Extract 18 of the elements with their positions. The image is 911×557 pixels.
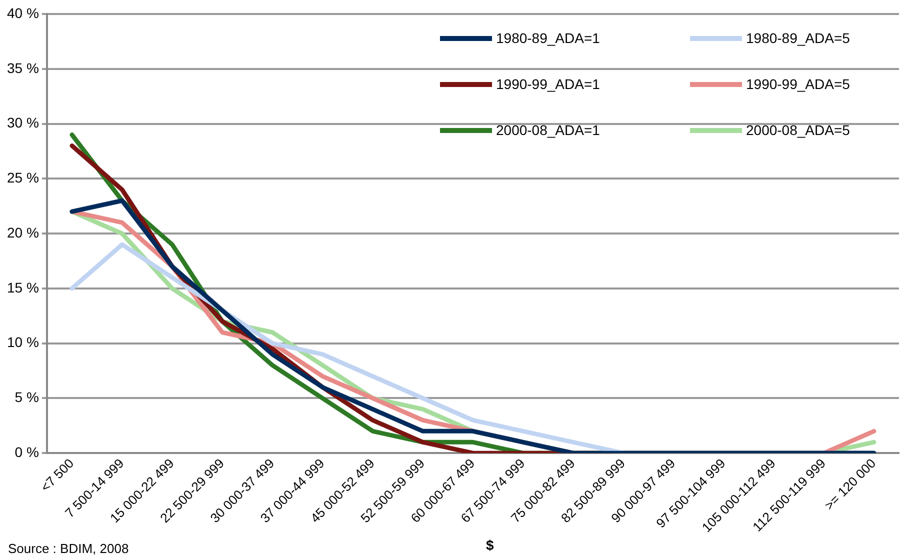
- y-tick-label: 5 %: [14, 389, 39, 406]
- legend-label: 2000-08_ADA=1: [496, 122, 600, 138]
- y-tick-label: 0 %: [14, 444, 39, 460]
- y-tick-label: 35 %: [6, 60, 39, 76]
- legend-label: 1980-89_ADA=5: [746, 30, 850, 46]
- legend-label: 2000-08_ADA=5: [746, 122, 850, 138]
- legend-label: 1990-99_ADA=1: [496, 76, 600, 92]
- x-tick-label: <7 500: [38, 456, 77, 495]
- legend-label: 1980-89_ADA=1: [496, 30, 600, 46]
- legend-label: 1990-99_ADA=5: [746, 76, 850, 92]
- y-tick-label: 30 %: [6, 114, 39, 131]
- y-tick-label: 25 %: [6, 170, 39, 186]
- source-note: Source : BDIM, 2008: [8, 541, 129, 556]
- x-axis-title: $: [486, 537, 494, 553]
- y-tick-label: 40 %: [6, 4, 39, 21]
- y-tick-label: 20 %: [6, 224, 39, 240]
- y-tick-label: 15 %: [6, 279, 39, 296]
- y-tick-label: 10 %: [6, 334, 39, 350]
